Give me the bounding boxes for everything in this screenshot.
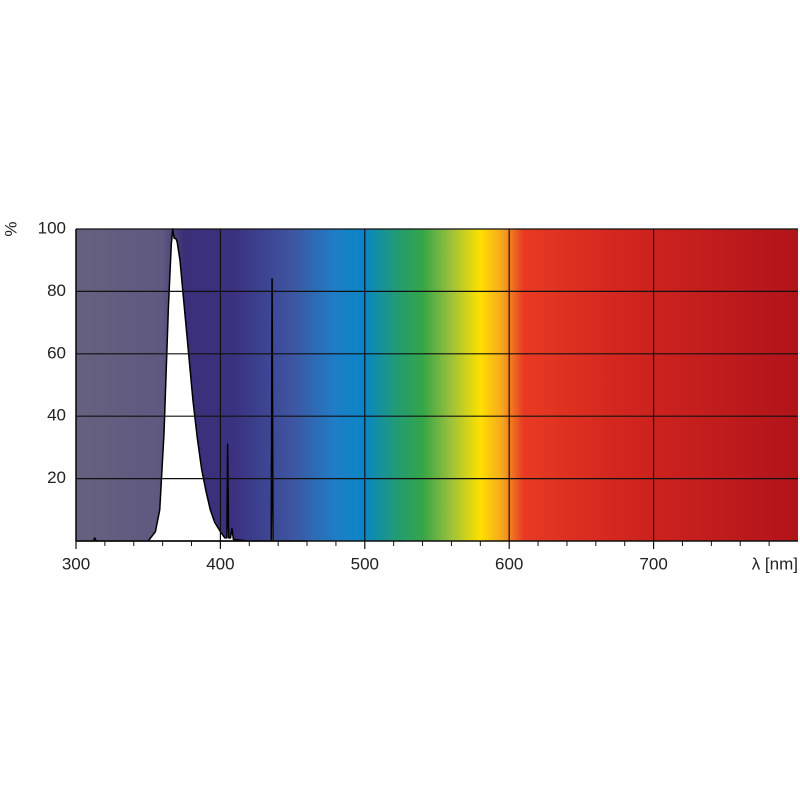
x-tick-label: 300 xyxy=(62,554,90,573)
x-tick-label: 400 xyxy=(206,554,234,573)
y-tick-label: 100 xyxy=(38,218,66,237)
x-tick-label: 700 xyxy=(639,554,667,573)
x-axis-label: λ [nm] xyxy=(752,554,798,573)
x-tick-label: 600 xyxy=(495,554,523,573)
y-tick-label: 60 xyxy=(47,343,66,362)
x-tick-label: 500 xyxy=(351,554,379,573)
y-tick-label: 40 xyxy=(47,406,66,425)
y-tick-label: 20 xyxy=(47,468,66,487)
y-tick-label: 80 xyxy=(47,281,66,300)
y-axis-label: % xyxy=(1,221,20,236)
